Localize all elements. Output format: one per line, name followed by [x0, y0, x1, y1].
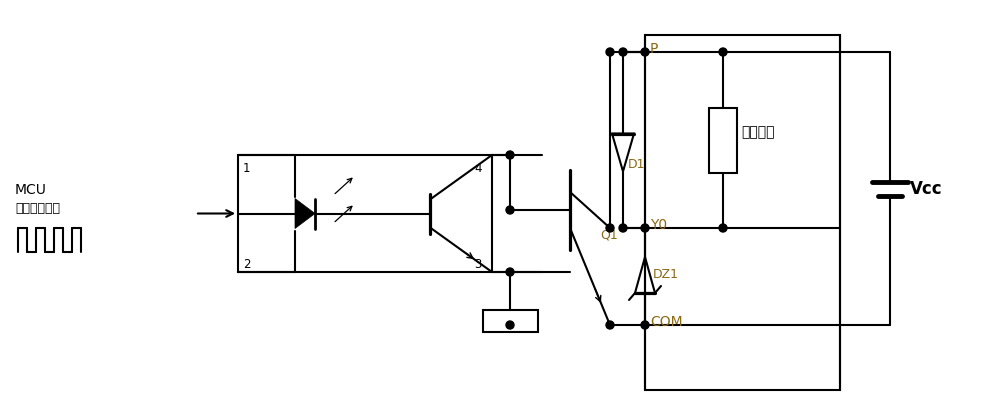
Circle shape — [619, 224, 627, 232]
Circle shape — [506, 268, 514, 276]
Circle shape — [619, 48, 627, 56]
Text: Q1: Q1 — [600, 228, 618, 242]
Text: D1: D1 — [628, 158, 646, 171]
Bar — [482, 310, 538, 332]
Circle shape — [506, 321, 514, 329]
Text: 1: 1 — [243, 163, 250, 176]
Circle shape — [506, 206, 514, 214]
Circle shape — [641, 48, 649, 56]
Text: P: P — [650, 42, 658, 56]
Text: 2: 2 — [243, 258, 250, 270]
Text: COM: COM — [650, 315, 683, 329]
Text: 程序控制单元: 程序控制单元 — [15, 201, 60, 215]
Text: 3: 3 — [474, 258, 481, 270]
Circle shape — [719, 224, 727, 232]
Text: DZ1: DZ1 — [653, 268, 679, 282]
Text: Y0: Y0 — [650, 218, 667, 232]
Bar — [645, 35, 840, 390]
Text: 4: 4 — [474, 163, 482, 176]
Polygon shape — [295, 198, 315, 228]
Circle shape — [506, 151, 514, 159]
Bar — [709, 107, 737, 173]
Text: MCU: MCU — [15, 183, 47, 197]
Text: Vcc: Vcc — [910, 179, 943, 198]
Circle shape — [719, 48, 727, 56]
Bar — [238, 155, 492, 272]
Circle shape — [641, 321, 649, 329]
Circle shape — [606, 321, 614, 329]
Circle shape — [641, 224, 649, 232]
Circle shape — [606, 224, 614, 232]
Text: 感性负载: 感性负载 — [741, 125, 774, 139]
Circle shape — [606, 48, 614, 56]
